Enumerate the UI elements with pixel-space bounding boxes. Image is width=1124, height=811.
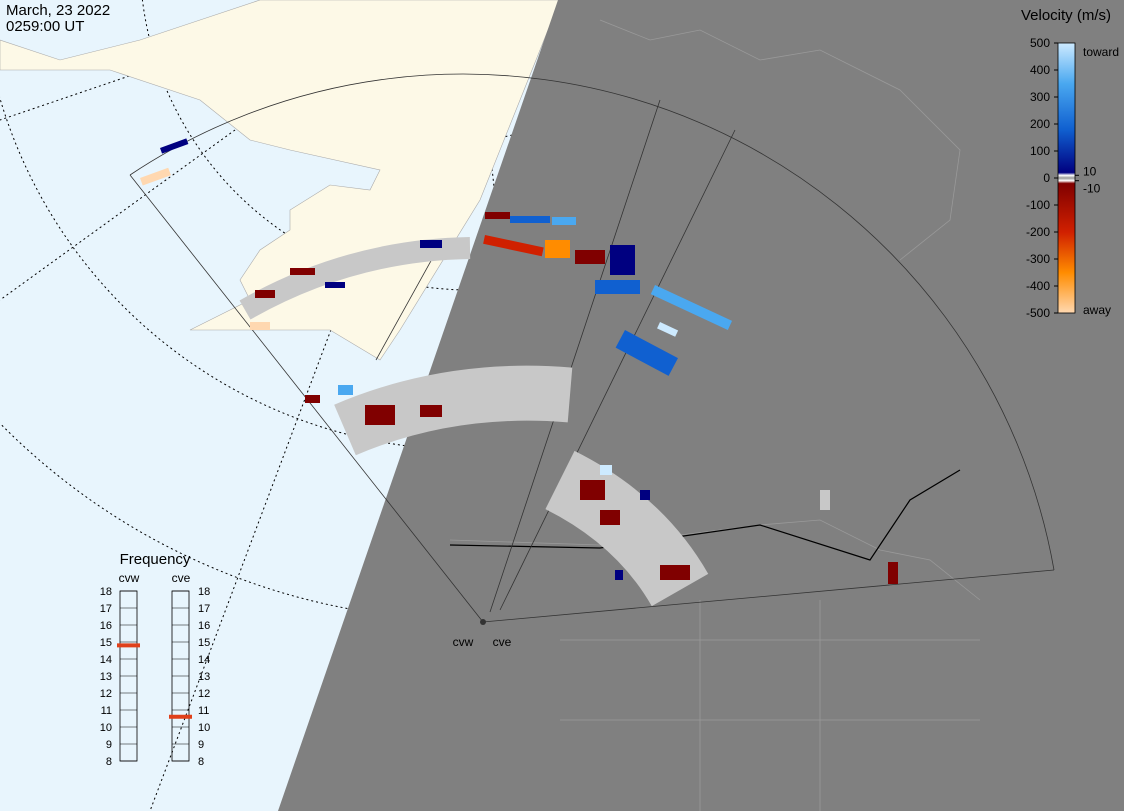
colorbar-bottom-label: away: [1083, 303, 1111, 317]
frequency-tick-label: 15: [100, 637, 112, 649]
frequency-tick-label: 10: [198, 722, 210, 734]
colorbar-tick-label: 10: [1083, 164, 1097, 178]
frequency-tick-label: 14: [100, 654, 112, 666]
colorbar-tick-label: 200: [1030, 117, 1050, 131]
colorbar-tick-label: 400: [1030, 63, 1050, 77]
date: March, 23 2022: [6, 2, 110, 19]
frequency-tick-label: 18: [100, 586, 112, 598]
radar-site-label: cvw: [453, 635, 474, 649]
radar-site-marker: [480, 619, 486, 625]
frequency-radar-name: cvw: [119, 571, 140, 585]
frequency-tick-label: 8: [106, 756, 112, 768]
frequency-tick-label: 16: [198, 620, 210, 632]
colorbar-tick-label: 0: [1043, 171, 1050, 185]
frequency-tick-label: 11: [101, 705, 112, 717]
frequency-tick-label: 9: [198, 739, 204, 751]
frequency-tick-label: 17: [198, 603, 210, 615]
frequency-tick-label: 9: [106, 739, 112, 751]
colorbar-top-label: toward: [1083, 45, 1119, 59]
frequency-title: Frequency: [120, 551, 191, 568]
frequency-tick-label: 10: [100, 722, 112, 734]
colorbar-title: Velocity (m/s): [1021, 7, 1111, 24]
colorbar-tick-label: -400: [1026, 279, 1050, 293]
frequency-tick-label: 13: [198, 671, 210, 683]
coastlines: [449, 19, 981, 811]
colorbar: [1057, 42, 1076, 314]
frequency-tick-label: 15: [198, 637, 210, 649]
time: 0259:00 UT: [6, 18, 84, 35]
colorbar-tick-label: -300: [1026, 252, 1050, 266]
frequency-radar-name: cve: [172, 571, 191, 585]
colorbar-tick-label: 500: [1030, 36, 1050, 50]
border: [449, 469, 961, 561]
colorbar-tick-label: -200: [1026, 225, 1050, 239]
frequency-tick-label: 17: [100, 603, 112, 615]
frequency-tick-label: 8: [198, 756, 204, 768]
frequency-tick-label: 14: [198, 654, 210, 666]
colorbar-tick-label: 300: [1030, 90, 1050, 104]
night-side: [278, 0, 1124, 811]
velocity-cells: [140, 138, 898, 584]
frequency-tick-label: 12: [198, 688, 210, 700]
colorbar-tick-label: -100: [1026, 198, 1050, 212]
frequency-tick-label: 11: [198, 705, 209, 717]
colorbar-tick-label: -10: [1083, 182, 1101, 196]
frequency-tick-label: 18: [198, 586, 210, 598]
radar-site-label: cve: [493, 635, 512, 649]
frequency-tick-label: 16: [100, 620, 112, 632]
frequency-tick-label: 12: [100, 688, 112, 700]
colorbar-tick-label: 100: [1030, 144, 1050, 158]
colorbar-tick-label: -500: [1026, 306, 1050, 320]
frequency-tick-label: 13: [100, 671, 112, 683]
